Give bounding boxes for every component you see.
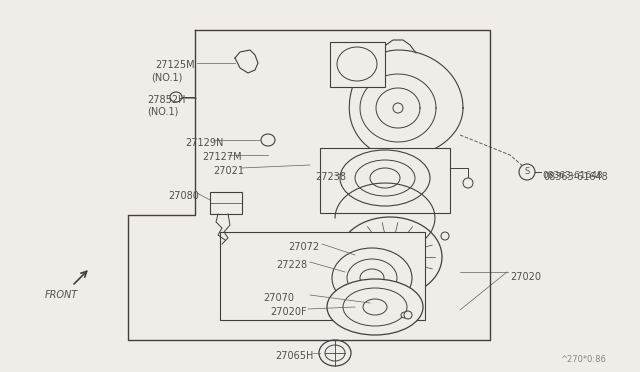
Ellipse shape — [327, 279, 423, 335]
Text: ^270*0:86: ^270*0:86 — [560, 355, 606, 364]
Ellipse shape — [319, 340, 351, 366]
Bar — [330, 42, 385, 87]
Ellipse shape — [404, 311, 412, 319]
Text: 27072: 27072 — [288, 242, 319, 252]
Bar — [320, 148, 450, 213]
Text: 08363-61648: 08363-61648 — [543, 172, 608, 182]
Text: 08363-61648: 08363-61648 — [542, 170, 603, 180]
Ellipse shape — [401, 312, 409, 318]
Text: 27228: 27228 — [276, 260, 307, 270]
Text: 27129N: 27129N — [185, 138, 223, 148]
Text: 27080: 27080 — [168, 191, 199, 201]
Text: 27852H: 27852H — [147, 95, 186, 105]
Text: 27020: 27020 — [510, 272, 541, 282]
Text: 27070: 27070 — [263, 293, 294, 303]
Ellipse shape — [261, 134, 275, 146]
Bar — [210, 192, 242, 214]
Text: 27020F: 27020F — [270, 307, 307, 317]
Text: 27021: 27021 — [213, 166, 244, 176]
Text: (NO.1): (NO.1) — [151, 72, 182, 82]
Text: 27065H: 27065H — [275, 351, 314, 361]
Ellipse shape — [463, 178, 473, 188]
Text: 27127M: 27127M — [202, 152, 242, 162]
Ellipse shape — [441, 232, 449, 240]
Text: 27125M: 27125M — [155, 60, 195, 70]
Text: 27238: 27238 — [315, 172, 346, 182]
Text: S: S — [524, 167, 530, 176]
Text: (NO.1): (NO.1) — [147, 107, 179, 117]
Bar — [220, 232, 425, 320]
Ellipse shape — [170, 92, 182, 102]
Ellipse shape — [393, 103, 403, 113]
Ellipse shape — [519, 164, 535, 180]
Text: FRONT: FRONT — [45, 290, 78, 300]
